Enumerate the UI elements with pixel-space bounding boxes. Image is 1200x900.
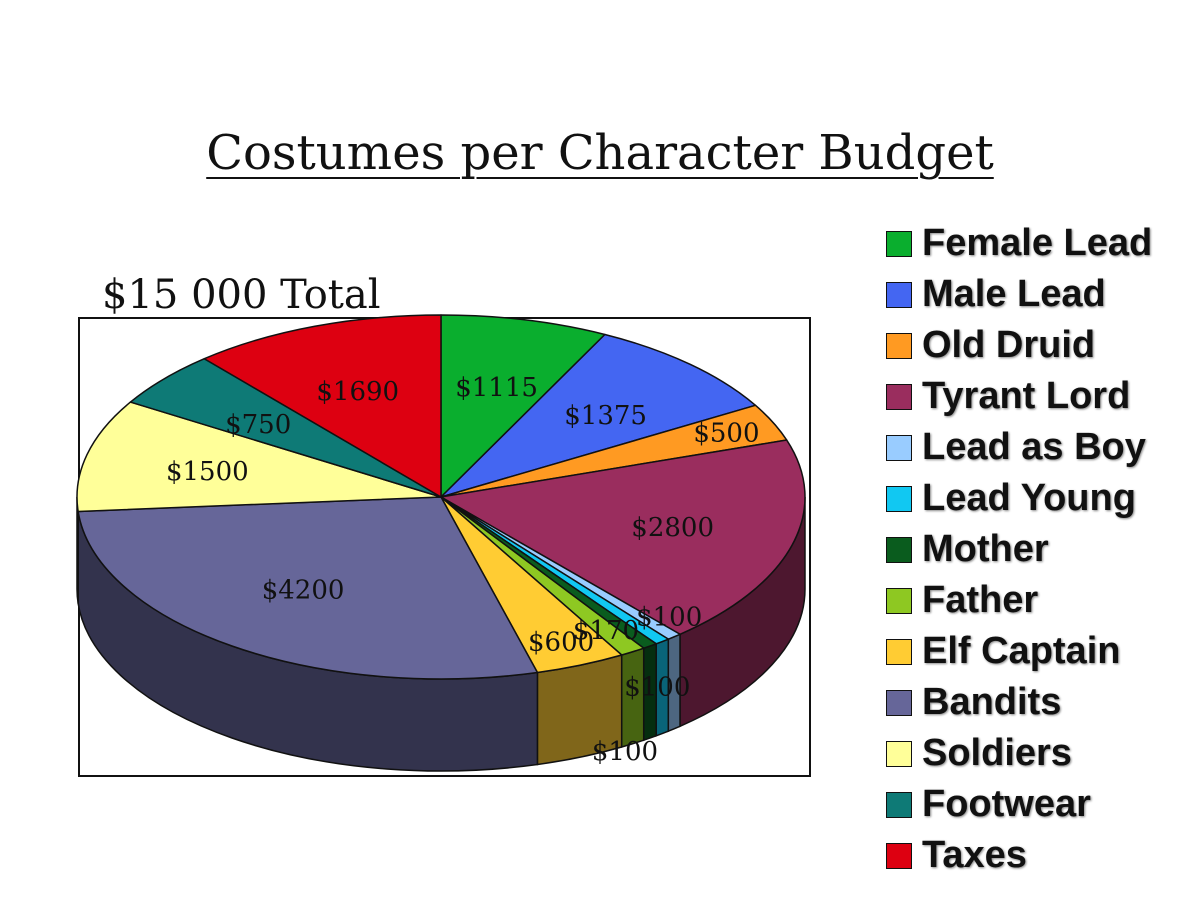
pie-slice-male-lead xyxy=(440,333,757,498)
legend-swatch xyxy=(886,638,912,665)
legend-item-father: Father xyxy=(886,575,1152,626)
pie-slice-soldiers xyxy=(76,401,442,513)
legend-item-lead-as-boy: Lead as Boy xyxy=(886,422,1152,473)
legend-swatch xyxy=(886,842,912,869)
legend-swatch xyxy=(886,485,912,512)
legend-item-elf-captain: Elf Captain xyxy=(886,626,1152,677)
legend-label: Lead Young xyxy=(922,477,1136,519)
pie-slice-bandits xyxy=(77,496,539,680)
legend-swatch xyxy=(886,791,912,818)
pie-slice-female-lead xyxy=(440,314,606,498)
pie-slice-taxes xyxy=(203,314,442,498)
legend-swatch xyxy=(886,383,912,410)
data-label-footwear: $750 xyxy=(225,410,291,440)
legend-label: Footwear xyxy=(922,783,1091,825)
legend-label: Elf Captain xyxy=(922,630,1121,672)
legend: Female Lead Male Lead Old Druid Tyrant Lord… xyxy=(886,218,1152,881)
legend-item-lead-young: Lead Young xyxy=(886,473,1152,524)
legend-swatch xyxy=(886,740,912,767)
legend-item-male-lead: Male Lead xyxy=(886,269,1152,320)
legend-label: Male Lead xyxy=(922,273,1106,315)
chart-title: Costumes per Character Budget xyxy=(206,125,994,181)
data-label-female-lead: $1115 xyxy=(455,373,538,403)
legend-swatch xyxy=(886,281,912,308)
legend-swatch xyxy=(886,434,912,461)
legend-swatch xyxy=(886,230,912,257)
data-label-bandits: $4200 xyxy=(262,575,345,605)
data-label-taxes: $1690 xyxy=(316,377,399,407)
legend-label: Bandits xyxy=(922,681,1062,723)
legend-label: Taxes xyxy=(922,834,1027,876)
legend-swatch xyxy=(886,587,912,614)
data-label-elf-captain: $600 xyxy=(528,628,594,658)
data-label-old-druid: $500 xyxy=(693,419,759,449)
legend-swatch xyxy=(886,332,912,359)
data-label-lead-as-boy: $100 xyxy=(636,603,702,633)
data-label-mother: $100 xyxy=(592,737,658,767)
legend-item-tyrant-lord: Tyrant Lord xyxy=(886,371,1152,422)
legend-item-bandits: Bandits xyxy=(886,677,1152,728)
legend-item-footwear: Footwear xyxy=(886,779,1152,830)
data-label-soldiers: $1500 xyxy=(166,457,249,487)
legend-label: Female Lead xyxy=(922,222,1153,264)
legend-label: Father xyxy=(922,579,1039,621)
legend-swatch xyxy=(886,689,912,716)
pie-slice-tyrant-lord xyxy=(440,439,806,636)
data-label-father: $170 xyxy=(573,616,639,646)
legend-label: Lead as Boy xyxy=(922,426,1146,468)
legend-item-taxes: Taxes xyxy=(886,830,1152,881)
legend-label: Mother xyxy=(922,528,1049,570)
legend-item-female-lead: Female Lead xyxy=(886,218,1152,269)
data-label-male-lead: $1375 xyxy=(564,401,647,431)
data-label-lead-young: $100 xyxy=(624,673,690,703)
chart-subtitle: $15 000 Total xyxy=(102,272,381,318)
data-label-tyrant-lord: $2800 xyxy=(631,513,714,543)
legend-item-old-druid: Old Druid xyxy=(886,320,1152,371)
legend-label: Old Druid xyxy=(922,324,1096,366)
legend-label: Soldiers xyxy=(922,732,1072,774)
legend-item-soldiers: Soldiers xyxy=(886,728,1152,779)
legend-item-mother: Mother xyxy=(886,524,1152,575)
legend-label: Tyrant Lord xyxy=(922,375,1131,417)
legend-swatch xyxy=(886,536,912,563)
